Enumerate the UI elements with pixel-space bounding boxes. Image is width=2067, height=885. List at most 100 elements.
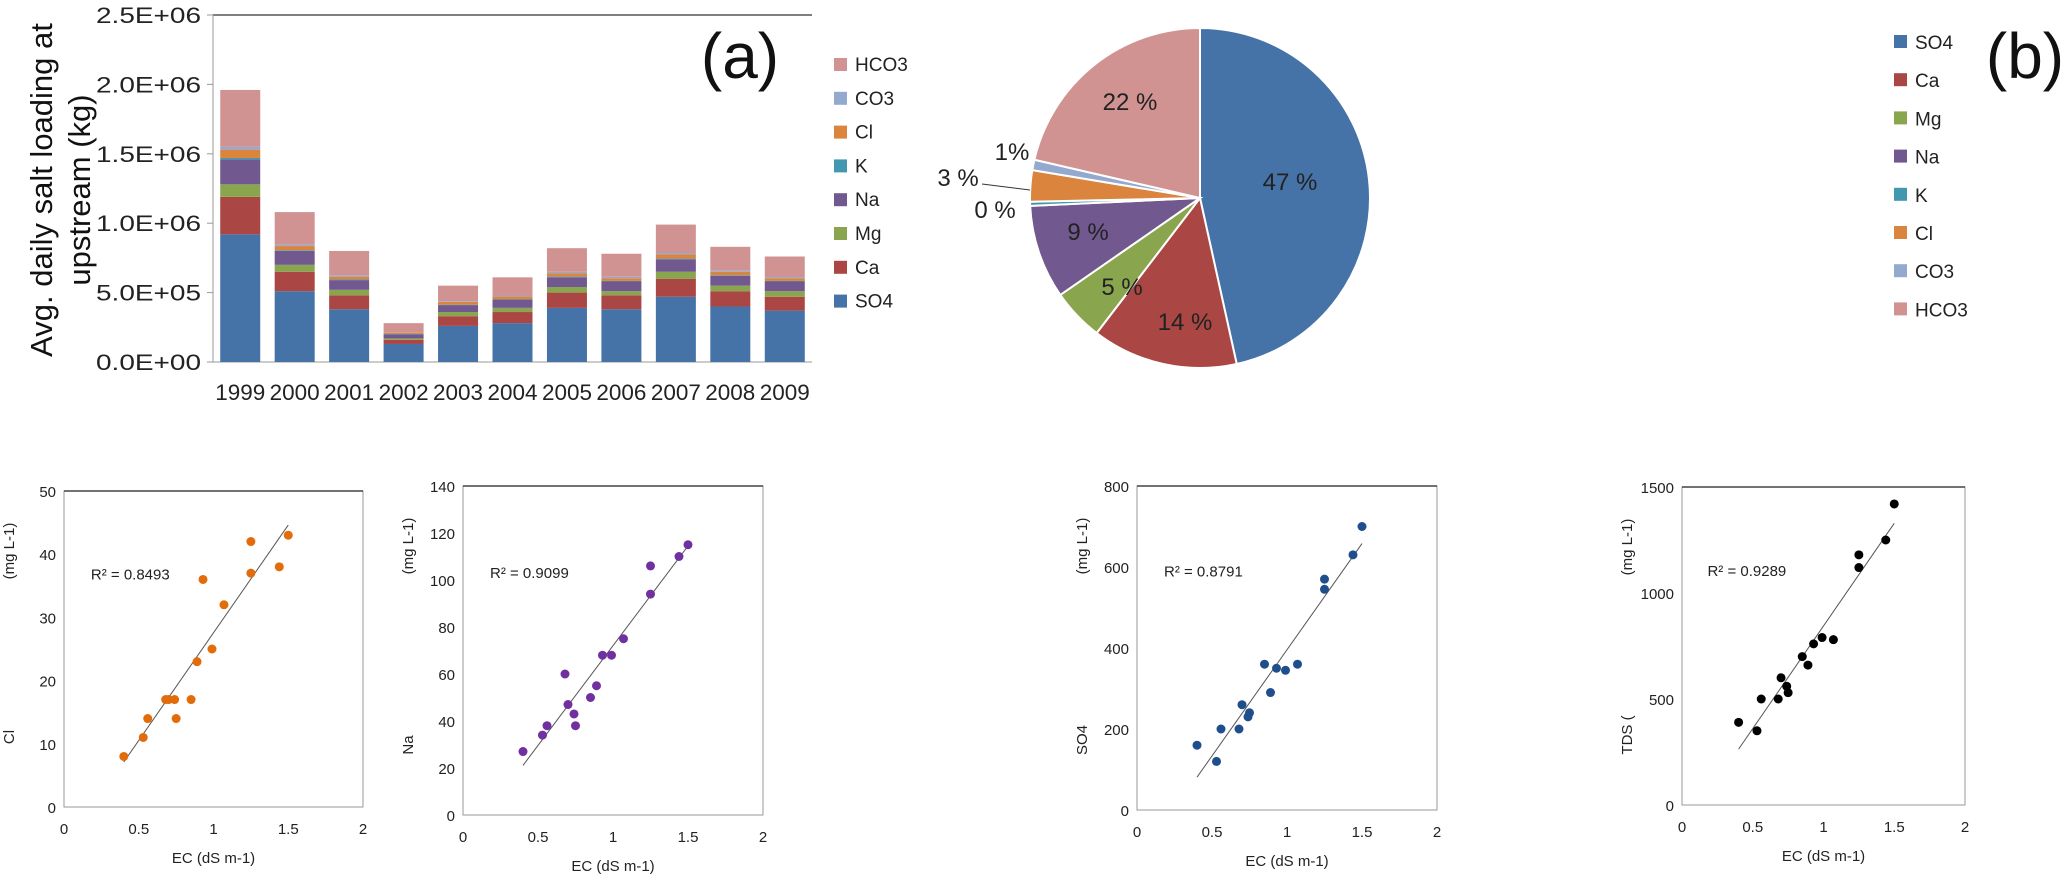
bar-segment-so4 [438,325,479,362]
bar-segment-k [655,258,696,260]
bar-segment-so4 [492,323,533,362]
bar-segment-co3 [655,253,696,255]
bar-segment-mg [764,291,805,297]
data-point [598,650,607,660]
data-point [560,669,570,679]
data-point [1234,724,1244,734]
bar-segment-mg [383,338,424,340]
legend-swatch-mg [834,227,847,240]
pie-slice-na [1029,196,1204,297]
x-tick-label: 0.5 [1742,819,1763,836]
pie-data-label: 3 % [937,165,978,192]
x-tick-label: 0.5 [1202,824,1223,841]
y-tick-label: 0 [48,800,56,817]
y-tick-label: 500 [1649,692,1674,709]
y-axis-label: Na [400,735,417,755]
data-point [219,600,229,610]
y-tick-label: 0 [1666,798,1674,815]
bar-segment-na [710,275,751,286]
data-point [518,747,528,757]
legend-swatch-na [1894,149,1907,163]
data-point [192,657,202,667]
y-axis-label: SO4 [1074,725,1091,755]
pie-data-label: 47 % [1263,169,1318,196]
bar-segment-na [329,280,370,290]
data-point [586,693,595,702]
bar-segment-cl [220,149,261,158]
legend-swatch-na [834,193,847,207]
scatter-panel-1: 0 10 20 30 40 50 0 0.5 1 1.5 2 EC (dS m-1) Cl (mg L-1… [1,484,367,867]
legend-label: Mg [1915,109,1941,130]
r-squared-label: R² = 0.9289 [1707,563,1786,580]
bar-segment-ca [220,196,261,235]
bar-chart: 0.0E+00 5.0E+05 1.0E+06 1.5E+06 2.0E+06 2.5E+… [24,3,908,405]
y-tick-label: 0.0E+00 [96,350,201,375]
x-tick-label: 1999 [215,380,265,405]
data-point [1783,688,1793,698]
bar-segment-k [329,279,370,281]
data-point [1889,499,1899,509]
legend-label: SO4 [855,292,893,313]
bar-segment-hco3 [710,246,751,271]
plot-frame [1681,486,1966,806]
plot-frame [1136,485,1438,811]
legend-label: Ca [855,258,880,279]
x-tick-label: 2 [359,821,367,838]
data-point [569,709,579,719]
bar-segment-mg [710,285,751,292]
bar-segment-na [438,305,479,313]
data-point [170,695,180,705]
x-tick-label: 0 [60,821,68,838]
data-point [1828,635,1838,645]
data-point [207,644,217,654]
x-tick-label: 2003 [433,380,483,405]
bar-segment-cl [655,254,696,259]
legend-swatch-hco3 [834,58,847,71]
y-tick-label: 2.0E+06 [96,72,201,97]
y-axis-label: Cl [1,730,18,744]
y-axis-label: Avg. daily salt loading atupstream (kg) [24,23,97,357]
y-axis-unit: (mg L-1) [400,518,417,575]
legend-label: Cl [1915,224,1933,245]
data-point [1809,639,1819,649]
bar-segment-ca [546,292,587,308]
bar-segment-na [601,281,642,292]
legend-label: Mg [855,224,881,245]
legend-label: CO3 [1915,262,1954,283]
bar-segment-so4 [546,307,587,362]
x-tick-label: 2007 [651,380,701,405]
data-point [571,721,580,731]
data-point [246,537,256,547]
bar-segment-na [655,259,696,272]
bar-segment-ca [492,312,533,324]
pie-slice-so4 [1199,26,1371,366]
data-point [1237,700,1247,710]
y-tick-label: 2.5E+06 [96,3,201,28]
legend-swatch-hco3 [1894,302,1907,316]
legend-swatch-mg [1894,111,1907,125]
pie-data-label: 22 % [1103,89,1158,116]
data-point [1776,673,1786,683]
bar-segment-co3 [274,244,315,247]
data-point [1756,694,1766,704]
bar-segment-mg [220,184,261,197]
bar-segment-mg [546,287,587,293]
data-point [1817,633,1827,643]
trendline [123,524,289,763]
data-point [592,681,601,691]
y-tick-label: 200 [1104,722,1129,739]
bar-segment-k [546,276,587,278]
bar-segment-ca [438,316,479,326]
x-tick-label: 1 [1819,819,1827,836]
y-tick-label: 100 [430,573,455,590]
data-point [1752,726,1762,736]
data-point [683,540,693,550]
x-tick-label: 2004 [488,380,538,405]
r-squared-label: R² = 0.8493 [91,566,170,583]
x-tick-label: 2 [1961,819,1969,836]
pie-data-label: 1% [995,139,1030,166]
data-point [1320,584,1329,594]
bar-segment-mg [274,264,315,272]
bar-segment-co3 [438,301,479,302]
y-tick-label: 1.0E+06 [96,211,201,236]
